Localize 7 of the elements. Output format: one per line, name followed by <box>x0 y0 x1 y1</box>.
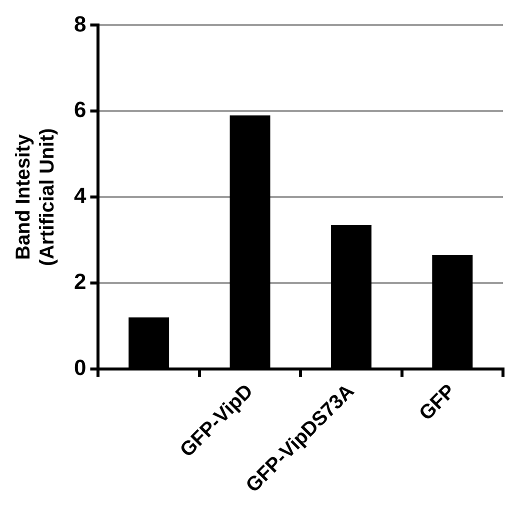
y-axis-title: Band Intesity (Artificial Unit) <box>12 128 59 266</box>
x-tick-label: GFP <box>415 380 460 425</box>
y-tick-label: 6 <box>74 97 86 122</box>
y-tick-label: 2 <box>74 269 86 294</box>
y-tick-label: 8 <box>74 11 86 36</box>
y-tick-label: 0 <box>74 354 86 380</box>
y-tick-label: 4 <box>74 183 87 208</box>
